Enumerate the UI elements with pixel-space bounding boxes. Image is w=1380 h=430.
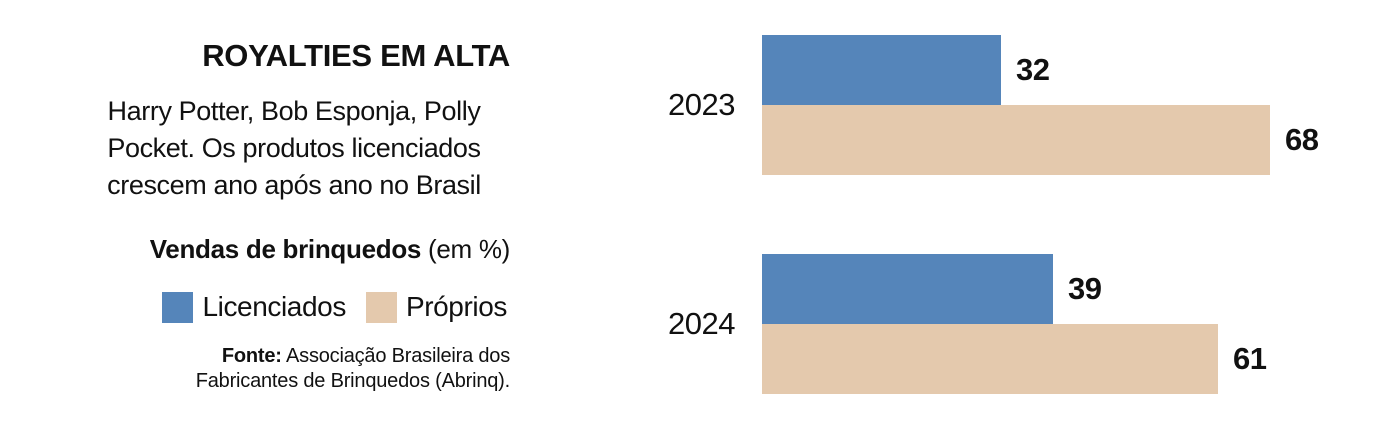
- legend-item-proprios: Próprios: [365, 291, 507, 323]
- legend-label-proprios: Próprios: [405, 291, 507, 322]
- chart-label-unit: (em %): [421, 234, 510, 264]
- legend-swatch-proprios: [365, 291, 397, 323]
- legend-swatch-licenciados: [162, 291, 194, 323]
- bar-chart: 2023 32 68 2024 39 61: [668, 35, 1322, 405]
- category-label-2023: 2023: [668, 87, 735, 122]
- subtitle: Harry Potter, Bob Esponja, Polly Pocket.…: [107, 96, 481, 200]
- text-panel: ROYALTIES EM ALTA Harry Potter, Bob Espo…: [78, 0, 510, 430]
- legend-label-licenciados: Licenciados: [202, 291, 346, 322]
- chart-label: Vendas de brinquedos (em %): [78, 234, 511, 265]
- chart-label-bold: Vendas de brinquedos: [149, 234, 422, 264]
- bar-licenciados-2023: 32: [762, 35, 1050, 105]
- bar-próprios-2023: 68: [762, 105, 1319, 175]
- category-label-2024: 2024: [668, 306, 735, 341]
- bar-licenciados-2024: 39: [762, 254, 1102, 324]
- source-label: Fonte:: [221, 345, 282, 367]
- bar-group-2024: 2024 39 61: [668, 254, 1322, 394]
- page-title: ROYALTIES EM ALTA: [202, 38, 510, 73]
- bar-próprios-2024: 61: [762, 324, 1267, 394]
- bar-value-licenciados-2024: 39: [1068, 271, 1102, 306]
- bar-group-2023: 2023 32 68: [668, 35, 1322, 175]
- bar-value-próprios-2023: 68: [1285, 122, 1319, 157]
- legend-item-licenciados: Licenciados: [162, 291, 346, 323]
- bar-value-licenciados-2023: 32: [1016, 52, 1050, 87]
- source-note: Fonte: Associação Brasileira dos Fabrica…: [158, 344, 510, 394]
- legend: Licenciados Próprios: [162, 291, 507, 323]
- source-text: Associação Brasileira dos Fabricantes de…: [195, 345, 510, 392]
- bar-value-próprios-2024: 61: [1233, 341, 1267, 376]
